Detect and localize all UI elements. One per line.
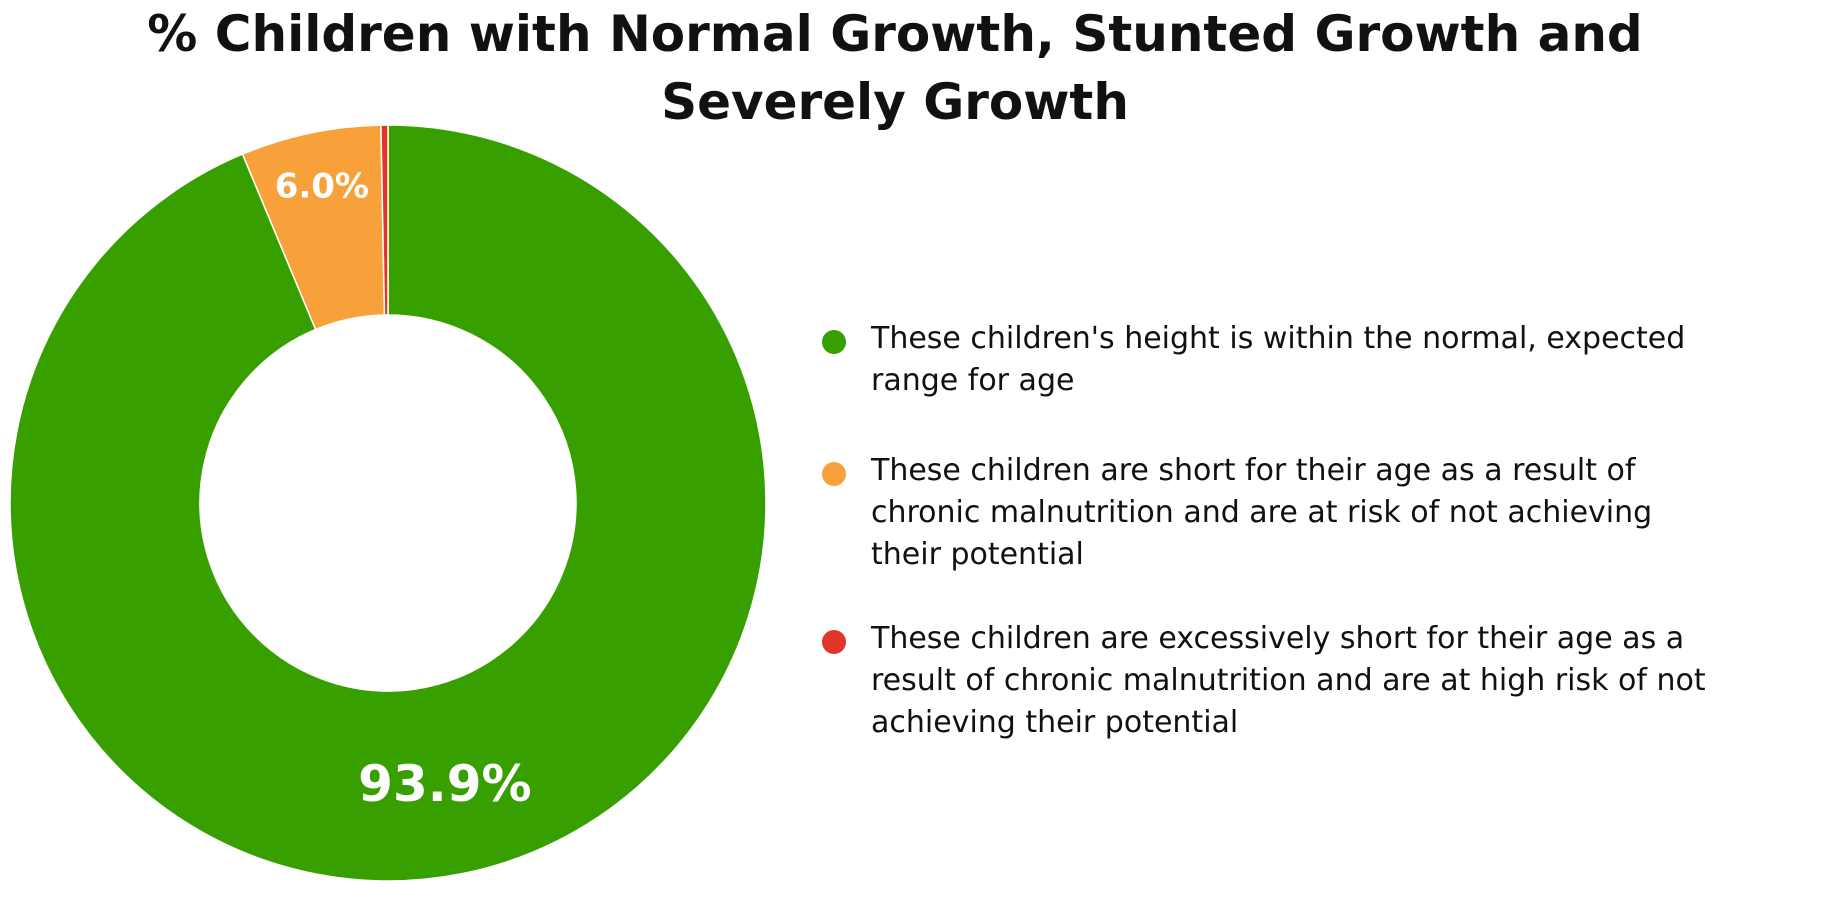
- legend-label-normal: These children's height is within the no…: [871, 321, 1686, 398]
- data-label-normal: 93.9%: [358, 755, 531, 813]
- legend-marker-severe: [822, 630, 846, 654]
- legend-marker-stunted: [822, 462, 846, 486]
- chart-title-line-2: Severely Growth: [661, 73, 1129, 131]
- legend-item-severe: These children are excessively short for…: [822, 618, 1722, 744]
- chart-title-line-1: % Children with Normal Growth, Stunted G…: [147, 5, 1643, 63]
- slice-normal: [9, 124, 767, 882]
- chart-title: % Children with Normal Growth, Stunted G…: [0, 0, 1790, 136]
- donut-chart: 93.9% 6.0%: [9, 124, 767, 882]
- legend-label-stunted: These children are short for their age a…: [871, 453, 1653, 572]
- legend-marker-normal: [822, 330, 846, 354]
- legend-item-normal: These children's height is within the no…: [822, 318, 1722, 402]
- legend-item-stunted: These children are short for their age a…: [822, 450, 1722, 576]
- slice-severe: [380, 124, 389, 316]
- chart-legend: These children's height is within the no…: [822, 318, 1722, 792]
- data-label-stunted: 6.0%: [275, 166, 369, 206]
- legend-label-severe: These children are excessively short for…: [871, 621, 1706, 740]
